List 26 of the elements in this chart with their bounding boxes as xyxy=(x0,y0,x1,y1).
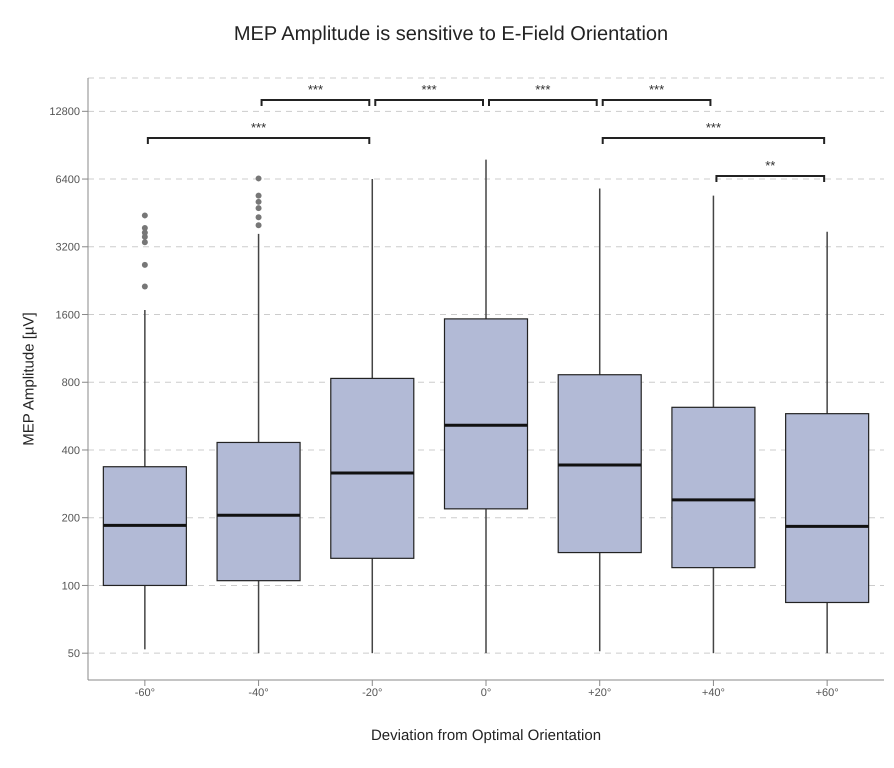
y-tick-label: 100 xyxy=(62,580,80,592)
y-tick-label: 200 xyxy=(62,512,80,525)
annotation: *** xyxy=(308,82,324,97)
x-tick-label: -60° xyxy=(134,686,156,699)
x-tick-label: 0° xyxy=(480,686,492,699)
y-tick-label: 50 xyxy=(68,648,80,660)
annotation: *** xyxy=(535,82,550,97)
y-tick-label: 800 xyxy=(62,377,80,390)
x-axis-title: Deviation from Optimal Orientation xyxy=(370,727,602,744)
chart-title: MEP Amplitude is sensitive to E-Field Orientation xyxy=(234,23,668,45)
x-tick-label: +40° xyxy=(702,686,725,699)
annotation: *** xyxy=(422,82,437,97)
y-tick-label: 1600 xyxy=(56,309,80,322)
annotation: ** xyxy=(765,158,776,173)
y-tick-label: 12800 xyxy=(49,106,80,118)
y-tick-label: 3200 xyxy=(56,242,80,254)
y-tick-label: 400 xyxy=(62,444,80,457)
annotation: *** xyxy=(250,120,266,135)
y-axis-title: MEP Amplitude [µV] xyxy=(20,312,38,446)
x-tick-label: +20° xyxy=(588,686,612,699)
annotation: *** xyxy=(706,120,722,135)
x-tick-label: -40° xyxy=(248,686,269,699)
x-tick-label: +60° xyxy=(816,686,839,699)
y-tick-label: 6400 xyxy=(56,174,80,186)
annotation: *** xyxy=(648,82,664,97)
x-tick-label: -20° xyxy=(362,686,382,699)
